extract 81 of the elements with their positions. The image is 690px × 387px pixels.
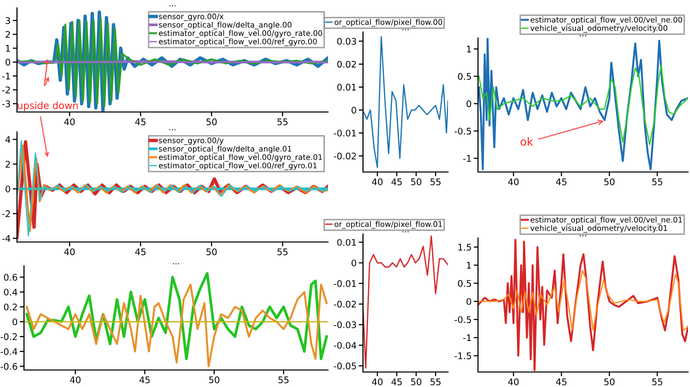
- y-tick-label: -2: [2, 86, 10, 94]
- chart-title: ...: [169, 5, 176, 6]
- chart-title: ...: [580, 35, 586, 36]
- x-tick-label: 45: [391, 378, 402, 386]
- y-tick-label: -0.02: [334, 152, 356, 160]
- y-tick-label: 0: [6, 58, 10, 66]
- y-tick-label: -0.05: [334, 362, 356, 370]
- y-tick-label: 2: [6, 160, 10, 168]
- x-tick-label: 50: [604, 178, 615, 186]
- x-tick-label: 50: [206, 118, 217, 126]
- y-tick-label: -4: [2, 235, 10, 242]
- x-tick-label: 40: [508, 178, 519, 186]
- y-tick-label: 0: [12, 318, 18, 326]
- x-tick-label: 40: [70, 376, 81, 384]
- y-tick-label: 0.5: [458, 280, 471, 287]
- y-tick-label: 0.01: [337, 84, 356, 91]
- y-tick-label: -0.01: [334, 280, 356, 287]
- x-tick-label: 50: [411, 178, 422, 186]
- annotation: upside down: [18, 102, 78, 111]
- y-tick-label: -1: [463, 334, 471, 342]
- y-tick-label: 0: [6, 186, 10, 192]
- chart-title: ...: [402, 29, 409, 30]
- y-tick-label: 0: [466, 100, 472, 108]
- y-tick-label: 0: [352, 260, 356, 266]
- y-tick-label: -1: [463, 155, 471, 162]
- x-tick-label: 40: [372, 178, 383, 186]
- x-tick-label: 40: [64, 248, 75, 256]
- x-tick-label: 40: [372, 378, 383, 386]
- y-tick-label: -0.01: [334, 130, 356, 137]
- y-tick-label: 0: [466, 298, 472, 305]
- x-tick-label: 55: [430, 378, 441, 386]
- x-tick-label: 55: [278, 248, 288, 256]
- annotation: ok: [520, 137, 534, 146]
- y-tick-label: 0.6: [4, 274, 18, 281]
- y-tick-label: -0.03: [334, 321, 356, 328]
- x-tick-label: 45: [556, 178, 566, 186]
- x-tick-label: 45: [139, 376, 150, 384]
- y-tick-label: 4: [5, 136, 10, 143]
- x-tick-label: 50: [604, 378, 615, 386]
- x-tick-label: 55: [652, 378, 662, 386]
- y-tick-label: 0.2: [4, 304, 17, 310]
- x-tick-label: 55: [278, 118, 288, 126]
- y-tick-label: 0.02: [337, 60, 356, 68]
- y-tick-label: 0.5: [458, 73, 471, 80]
- x-tick-label: 55: [430, 178, 441, 186]
- x-tick-label: 50: [411, 378, 422, 386]
- chart-title: ...: [172, 263, 180, 264]
- y-tick-label: 0.01: [337, 238, 356, 246]
- y-tick-label: -0.02: [334, 300, 356, 308]
- y-tick-label: 0: [352, 106, 356, 114]
- y-tick-label: -2: [2, 210, 10, 218]
- y-tick-label: 0.03: [337, 38, 356, 45]
- chart-title: ...: [580, 235, 586, 236]
- y-tick-label: -0.4: [0, 348, 18, 355]
- x-tick-label: 40: [508, 378, 519, 386]
- x-tick-label: 45: [391, 178, 402, 186]
- y-tick-label: -0.5: [454, 316, 471, 324]
- x-tick-label: 40: [64, 118, 75, 126]
- chart-title: ...: [402, 231, 409, 232]
- y-tick-label: -0.6: [0, 363, 18, 370]
- y-tick-label: 1: [467, 262, 471, 269]
- x-tick-label: 50: [209, 376, 220, 384]
- y-tick-label: -3: [2, 100, 10, 108]
- y-tick-label: -0.04: [334, 342, 356, 349]
- y-tick-label: 0.4: [4, 288, 18, 296]
- x-tick-label: 45: [135, 118, 146, 126]
- y-tick-label: -0.2: [0, 333, 17, 340]
- x-tick-label: 50: [206, 248, 217, 256]
- y-tick-label: -1.5: [454, 352, 471, 360]
- y-tick-label: 3: [6, 17, 10, 24]
- x-tick-label: 55: [652, 178, 662, 186]
- y-tick-label: 2: [6, 31, 10, 38]
- y-tick-label: 1: [467, 46, 471, 52]
- y-tick-label: -1: [2, 72, 10, 80]
- chart-title: ...: [169, 129, 176, 130]
- x-tick-label: 55: [278, 376, 289, 384]
- y-tick-label: 1: [6, 45, 10, 52]
- x-tick-label: 45: [135, 248, 146, 256]
- y-tick-label: -0.5: [454, 128, 471, 135]
- y-tick-label: 1.5: [458, 244, 471, 251]
- x-tick-label: 45: [556, 378, 566, 386]
